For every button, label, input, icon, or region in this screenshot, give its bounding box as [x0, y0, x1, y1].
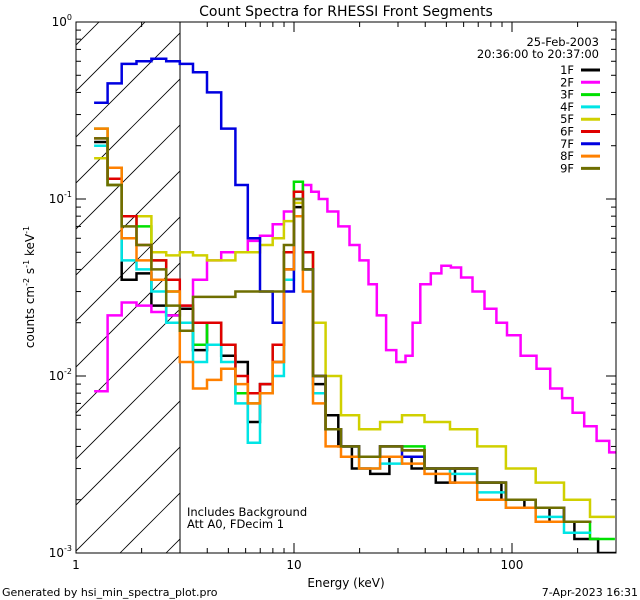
footer-generated: Generated by hsi_min_spectra_plot.pro [2, 586, 218, 599]
time-range-label: 20:36:00 to 20:37:00 [477, 47, 599, 61]
series-line-4f [94, 144, 592, 535]
hatch-line [76, 32, 181, 138]
x-tick-label: 100 [501, 558, 524, 572]
x-tick-labels: 1 10 100 [72, 558, 523, 572]
y-axis-label: counts cm-2 s-1 keV-1 [22, 226, 37, 348]
x-tick-label: 10 [286, 558, 301, 572]
legend-label-3f: 3F [560, 88, 574, 102]
chart-title: Count Spectra for RHESSI Front Segments [199, 4, 493, 20]
legend-label-8f: 8F [560, 149, 574, 163]
hatched-region [0, 0, 640, 553]
hatch-line [76, 400, 181, 506]
plot-frame [75, 21, 617, 554]
series-line-9f [94, 137, 592, 524]
series-line-2f [94, 183, 616, 454]
series-line-1f [94, 140, 616, 553]
annotation-attenuator: Att A0, FDecim 1 [187, 517, 284, 531]
legend-label-2f: 2F [560, 75, 574, 89]
date-label: 25-Feb-2003 [526, 35, 599, 49]
x-tick-label: 1 [72, 558, 80, 572]
y-tick-label: 10-1 [49, 190, 72, 206]
hatch-line [0, 0, 82, 553]
series-line-8f [94, 127, 566, 524]
y-tick-labels: 100 10-1 10-2 10-3 [49, 13, 72, 560]
annotation-background: Includes Background [187, 505, 307, 519]
y-tick-label: 10-2 [49, 367, 72, 383]
series-line-6f [94, 137, 592, 524]
hatch-line [76, 446, 181, 552]
y-tick-label: 10-3 [49, 544, 72, 560]
footer-date: 7-Apr-2023 16:31 [542, 586, 638, 599]
x-axis-label: Energy (keV) [307, 576, 384, 590]
legend-label-6f: 6F [560, 125, 574, 139]
hatch-line [76, 170, 181, 276]
hatch-line [76, 124, 181, 230]
y-tick-label: 100 [52, 13, 72, 29]
axis-ticks [75, 22, 617, 554]
legend-label-4f: 4F [560, 100, 574, 114]
legend-label-7f: 7F [560, 137, 574, 151]
hatch-line [212, 0, 640, 553]
legend-label-5f: 5F [560, 112, 574, 126]
hatch-line [76, 308, 181, 414]
hatch-line [76, 262, 181, 368]
hatch-line [76, 216, 181, 322]
series-line-5f [94, 156, 615, 519]
hatch-line [76, 78, 181, 184]
legend-label-1f: 1F [560, 63, 574, 77]
series-layer [94, 57, 616, 553]
legend-label-9f: 9F [560, 161, 574, 175]
hatch-line [76, 22, 146, 92]
